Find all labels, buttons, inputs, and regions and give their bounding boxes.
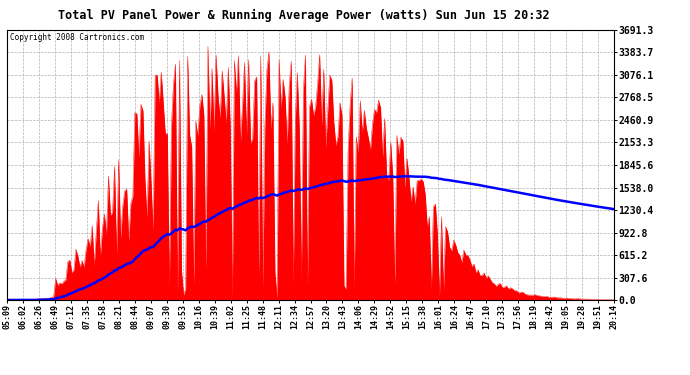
Text: Total PV Panel Power & Running Average Power (watts) Sun Jun 15 20:32: Total PV Panel Power & Running Average P… [58, 9, 549, 22]
Text: Copyright 2008 Cartronics.com: Copyright 2008 Cartronics.com [10, 33, 144, 42]
